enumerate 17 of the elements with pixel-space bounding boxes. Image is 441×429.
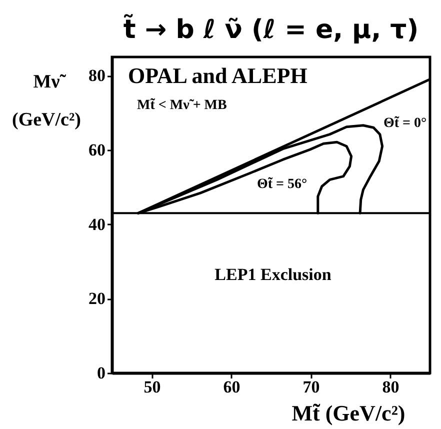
y-tick-label: 20 [88, 289, 106, 308]
y-axis-title: Mν̃ (GeV/c²) [12, 72, 81, 130]
annotation: LEP1 Exclusion [214, 265, 332, 284]
x-tick-label: 80 [382, 378, 400, 396]
y-tick-label: 0 [97, 364, 106, 382]
y-tick-label: 40 [88, 214, 106, 234]
annotation: Mt̃ < Mν̃ + MB [137, 98, 227, 113]
x-axis-title: Mt̃ (GeV/c²) [292, 400, 406, 426]
chart-title: t̃ → b ℓ ν̃ (ℓ = e, μ, τ) [123, 13, 419, 45]
x-tick-label: 60 [223, 378, 240, 396]
y-tick-label: 80 [88, 66, 106, 86]
x-tick-label: 50 [144, 378, 161, 396]
y-tick-label: 60 [88, 140, 106, 160]
annotation: Θt̃ = 56° [256, 177, 308, 192]
x-tick-label: 70 [302, 378, 320, 396]
annotation: OPAL and ALEPH [128, 63, 308, 88]
annotation: Θt̃ = 0° [383, 116, 427, 131]
